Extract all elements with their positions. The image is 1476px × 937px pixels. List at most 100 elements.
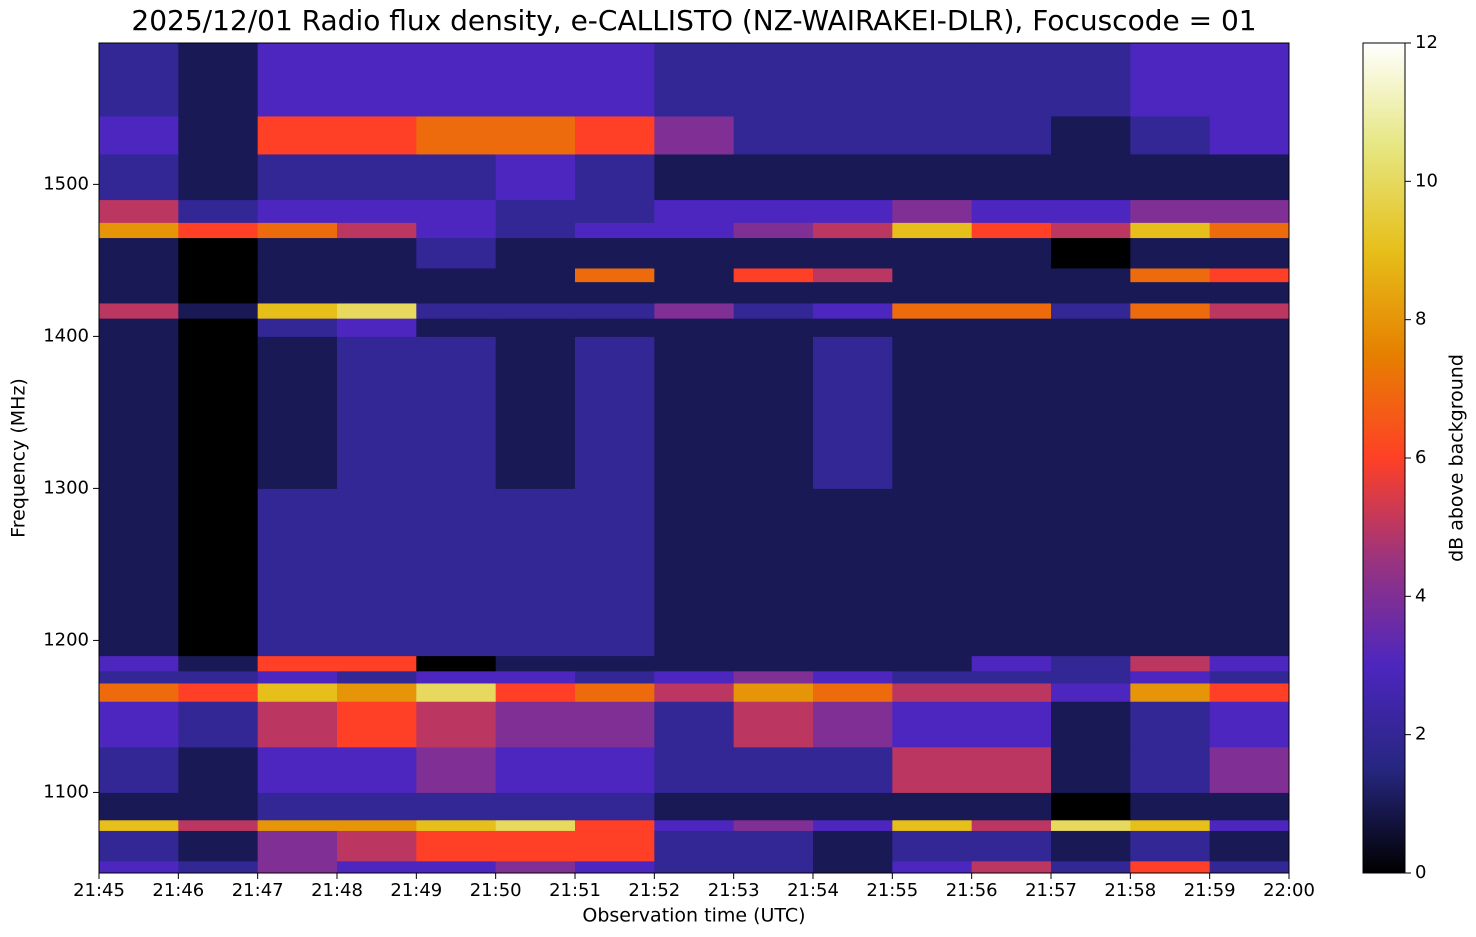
- heatmap-cell: [733, 336, 814, 489]
- heatmap-cell: [813, 222, 893, 239]
- heatmap-cell: [733, 682, 814, 702]
- heatmap-cell: [178, 860, 259, 874]
- heatmap-cell: [575, 682, 655, 702]
- heatmap-cell: [1051, 488, 1131, 657]
- heatmap-cell: [733, 819, 814, 831]
- heatmap-cell: [1130, 267, 1211, 283]
- heatmap-cell: [257, 237, 338, 269]
- heatmap-cell: [257, 318, 338, 337]
- heatmap-cell: [971, 267, 1052, 283]
- heatmap-cell: [813, 488, 893, 657]
- heatmap-cell: [178, 701, 259, 748]
- heatmap-cell: [495, 115, 576, 155]
- heatmap-cell: [733, 860, 814, 874]
- heatmap-cell: [416, 860, 497, 874]
- heatmap-cell: [99, 199, 179, 223]
- heatmap-cell: [495, 655, 576, 672]
- heatmap-cell: [654, 115, 735, 155]
- heatmap-cell: [1051, 655, 1131, 672]
- heatmap-cell: [1130, 670, 1211, 684]
- heatmap-cell: [971, 153, 1052, 201]
- heatmap-cell: [495, 281, 576, 304]
- heatmap-cell: [416, 222, 497, 239]
- heatmap-cell: [416, 746, 497, 793]
- heatmap-cell: [1209, 792, 1290, 821]
- heatmap-cell: [971, 830, 1052, 862]
- heatmap-cell: [416, 302, 497, 319]
- x-tick-label: 21:46: [152, 880, 204, 901]
- heatmap-cell: [971, 860, 1052, 874]
- heatmap-cell: [971, 281, 1052, 304]
- heatmap-cell: [257, 222, 338, 239]
- heatmap-cell: [99, 281, 179, 304]
- heatmap-cell: [257, 682, 338, 702]
- heatmap-cell: [733, 746, 814, 793]
- heatmap-cell: [892, 237, 973, 269]
- heatmap-cell: [1209, 670, 1290, 684]
- colorbar-tick-label: 8: [1415, 309, 1426, 330]
- heatmap-cell: [1051, 281, 1131, 304]
- heatmap-cell: [257, 792, 338, 821]
- heatmap-cell: [337, 222, 417, 239]
- heatmap-cell: [1130, 701, 1211, 748]
- heatmap-cell: [813, 153, 893, 201]
- heatmap-cell: [99, 115, 179, 155]
- heatmap-cell: [1130, 682, 1211, 702]
- heatmap-cell: [1051, 153, 1131, 201]
- heatmap-cell: [178, 281, 259, 304]
- heatmap-cell: [1209, 199, 1290, 223]
- heatmap-cell: [1209, 153, 1290, 201]
- y-tick-label: 1400: [43, 325, 89, 346]
- heatmap-cell: [99, 222, 179, 239]
- heatmap-cell: [654, 267, 735, 283]
- heatmap-cell: [416, 701, 497, 748]
- heatmap-cell: [1051, 819, 1131, 831]
- heatmap-cell: [1130, 153, 1211, 201]
- heatmap-cell: [99, 670, 179, 684]
- heatmap-cell: [495, 819, 576, 831]
- heatmap-cell: [416, 819, 497, 831]
- heatmap-cell: [178, 830, 259, 862]
- heatmap-cell: [99, 746, 179, 793]
- heatmap-cell: [337, 819, 417, 831]
- x-tick-label: 21:47: [232, 880, 284, 901]
- heatmap-cell: [416, 792, 497, 821]
- heatmap-cell: [99, 488, 179, 657]
- heatmap-cell: [813, 792, 893, 821]
- heatmap-cell: [575, 153, 655, 201]
- heatmap-cell: [416, 267, 497, 283]
- heatmap-cell: [654, 43, 735, 117]
- heatmap-cell: [178, 237, 259, 269]
- heatmap-cell: [654, 746, 735, 793]
- heatmap-cell: [495, 336, 576, 489]
- heatmap-cell: [416, 237, 497, 269]
- heatmap-cell: [337, 746, 417, 793]
- heatmap-cell: [1130, 222, 1211, 239]
- heatmap-cell: [1051, 199, 1131, 223]
- heatmap-cell: [971, 488, 1052, 657]
- heatmap-cell: [99, 302, 179, 319]
- heatmap-cell: [971, 746, 1052, 793]
- heatmap-cell: [971, 792, 1052, 821]
- heatmap-cell: [654, 237, 735, 269]
- heatmap-cell: [495, 860, 576, 874]
- y-axis-label: Frequency (MHz): [8, 378, 30, 538]
- heatmap-cell: [813, 237, 893, 269]
- heatmap-cell: [1130, 43, 1211, 117]
- colorbar-tick-label: 0: [1415, 862, 1426, 883]
- heatmap-cell: [575, 819, 655, 831]
- heatmap-cell: [892, 318, 973, 337]
- colorbar-tick-label: 12: [1415, 32, 1438, 53]
- heatmap-cell: [495, 318, 576, 337]
- heatmap-cell: [337, 115, 417, 155]
- heatmap-cell: [575, 792, 655, 821]
- y-tick-label: 1300: [43, 477, 89, 498]
- heatmap-cell: [733, 43, 814, 117]
- colorbar-tick-label: 10: [1415, 170, 1438, 191]
- heatmap-cell: [1209, 115, 1290, 155]
- heatmap-cell: [337, 488, 417, 657]
- heatmap-cell: [99, 43, 179, 117]
- heatmap-cell: [654, 819, 735, 831]
- heatmap-cell: [654, 488, 735, 657]
